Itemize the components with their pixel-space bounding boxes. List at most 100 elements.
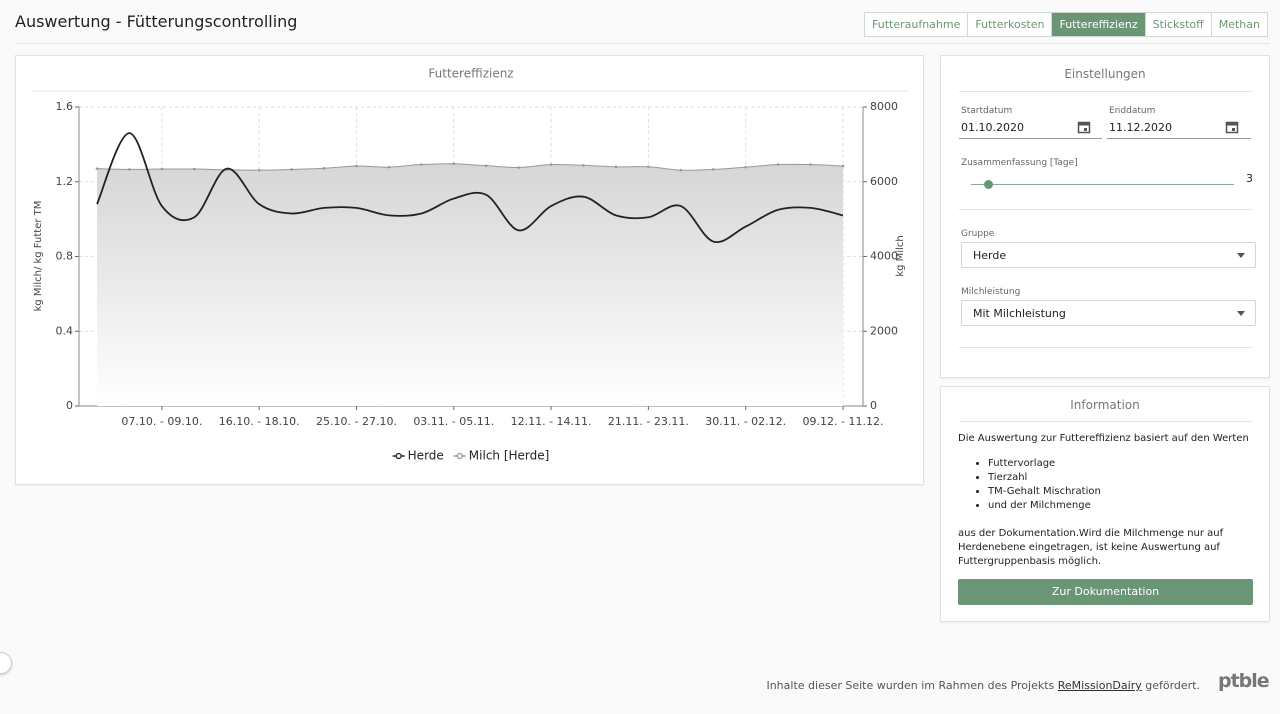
list-item: TM-Gehalt Mischration — [988, 485, 1101, 499]
select[interactable]: Mit Milchleistung — [961, 300, 1256, 326]
data-point — [160, 167, 164, 171]
x-tick-label: 07.10. - 09.10. — [121, 415, 202, 428]
collapse-button[interactable] — [0, 652, 12, 674]
date-input[interactable]: 01.10.2020 — [961, 121, 1024, 134]
x-tick-label: 16.10. - 18.10. — [219, 415, 300, 428]
data-point — [452, 162, 456, 166]
data-point — [257, 168, 261, 172]
select-value: Herde — [973, 249, 1007, 262]
field-label: Milchleistung — [961, 287, 1021, 297]
calendar-icon[interactable] — [1225, 120, 1239, 134]
tab[interactable]: Stickstoff — [1144, 13, 1211, 36]
series-line — [96, 132, 844, 244]
date-input[interactable]: 11.12.2020 — [1109, 121, 1172, 134]
legend-swatch — [456, 452, 463, 460]
tab[interactable]: Futtereffizienz — [1051, 13, 1145, 36]
data-point — [322, 166, 326, 170]
data-point — [809, 163, 812, 166]
tab[interactable]: Methan — [1210, 13, 1267, 36]
divider — [15, 43, 1270, 44]
data-point — [355, 164, 358, 168]
divider — [959, 91, 1253, 92]
dropdown-arrow — [1237, 311, 1245, 320]
field-label: Startdatum — [961, 106, 1013, 116]
y2-tick-label: 2000 — [870, 324, 898, 337]
tab-bar: Futteraufnahme Futterkosten Futtereffizien… — [864, 12, 1268, 37]
y-tick-label: 1.2 — [56, 175, 74, 188]
x-tick-label: 12.11. - 14.11. — [511, 415, 592, 428]
data-point — [484, 164, 488, 167]
card-title: Einstellungen — [1064, 67, 1146, 81]
dropdown-arrow — [1237, 253, 1245, 262]
x-tick-label: 21.11. - 23.11. — [608, 415, 689, 428]
data-point — [193, 167, 196, 171]
y2-tick-label: 4000 — [870, 250, 898, 263]
data-point — [95, 167, 99, 170]
slider-track — [971, 184, 1234, 185]
y2-tick-label: 0 — [870, 399, 877, 412]
legend-label: Herde — [408, 449, 444, 463]
legend-label: Milch [Herde] — [469, 449, 550, 463]
data-point — [776, 163, 780, 166]
data-point — [387, 165, 391, 169]
card-title: Information — [1070, 398, 1140, 412]
page-title: Auswertung - Fütterungscontrolling — [15, 12, 298, 31]
field-label: Zusammenfassung [Tage] — [961, 158, 1078, 168]
y-tick-label: 0.4 — [56, 324, 74, 337]
area-fill — [97, 163, 843, 406]
chart-title: Futtereffizienz — [428, 67, 513, 81]
data-point — [549, 163, 553, 166]
data-point — [679, 168, 683, 172]
data-point — [841, 164, 845, 168]
field-label: Gruppe — [961, 229, 995, 239]
data-point — [582, 164, 585, 167]
settings-card: Einstellungen Startdatum 01.10.2020 Endd… — [940, 55, 1270, 378]
y-axis-title: kg Milch/ kg Futter TM — [33, 201, 44, 312]
chart-card: Futtereffizienz 0 0.4 0.8 1.2 1.6 0 2000 4000 60… — [15, 55, 924, 485]
data-point — [517, 166, 520, 169]
tab[interactable]: Futteraufnahme — [865, 13, 968, 36]
data-point — [614, 165, 618, 169]
input-underline — [1107, 138, 1251, 139]
slider-thumb[interactable] — [984, 180, 993, 189]
legend-swatch — [395, 452, 402, 460]
select-value: Mit Milchleistung — [973, 307, 1066, 320]
documentation-button[interactable]: Zur Dokumentation — [958, 579, 1253, 605]
x-tick-label: 30.11. - 02.12. — [705, 415, 786, 428]
data-point — [128, 168, 131, 171]
divider — [959, 347, 1253, 348]
tab[interactable]: Futterkosten — [967, 13, 1052, 36]
data-point — [420, 163, 423, 166]
y-tick-label: 1.6 — [56, 100, 74, 113]
logo: ptble — [1218, 670, 1270, 692]
data-point — [711, 168, 715, 171]
select[interactable]: Herde — [961, 242, 1256, 268]
project-link[interactable]: ReMissionDairy — [1057, 679, 1142, 692]
x-tick-label: 09.12. - 11.12. — [803, 415, 884, 428]
slider-value: 3 — [1246, 172, 1253, 185]
calendar-icon[interactable] — [1077, 120, 1091, 134]
y2-tick-label: 6000 — [870, 175, 898, 188]
data-point — [290, 168, 293, 171]
x-tick-label: 03.11. - 05.11. — [413, 415, 494, 428]
footer-text-part: gefördert. — [1141, 679, 1200, 692]
field-label: Enddatum — [1109, 106, 1156, 116]
divider — [959, 421, 1253, 422]
chart: Futtereffizienz 0 0.4 0.8 1.2 1.6 0 2000 4000 60… — [31, 67, 909, 463]
info-text: aus der Dokumentation.Wird die Milchmeng… — [958, 528, 1224, 567]
list-item: und der Milchmenge — [988, 499, 1101, 513]
list-item: Tierzahl — [988, 471, 1101, 485]
divider — [959, 209, 1253, 210]
y-tick-label: 0.8 — [56, 250, 74, 263]
y2-axis-title: kg Milch — [895, 235, 906, 276]
y-tick-label: 0 — [66, 399, 73, 412]
data-point — [647, 165, 650, 169]
footer-text-part: Inhalte dieser Seite wurden im Rahmen de… — [766, 679, 1058, 692]
y2-tick-label: 8000 — [870, 100, 898, 113]
info-text: Die Auswertung zur Futtereffizienz basie… — [958, 433, 1249, 444]
list-item: Futtervorlage — [988, 457, 1101, 471]
input-underline — [959, 138, 1102, 139]
x-tick-label: 25.10. - 27.10. — [316, 415, 397, 428]
footer-text: Inhalte dieser Seite wurden im Rahmen de… — [766, 679, 1200, 692]
